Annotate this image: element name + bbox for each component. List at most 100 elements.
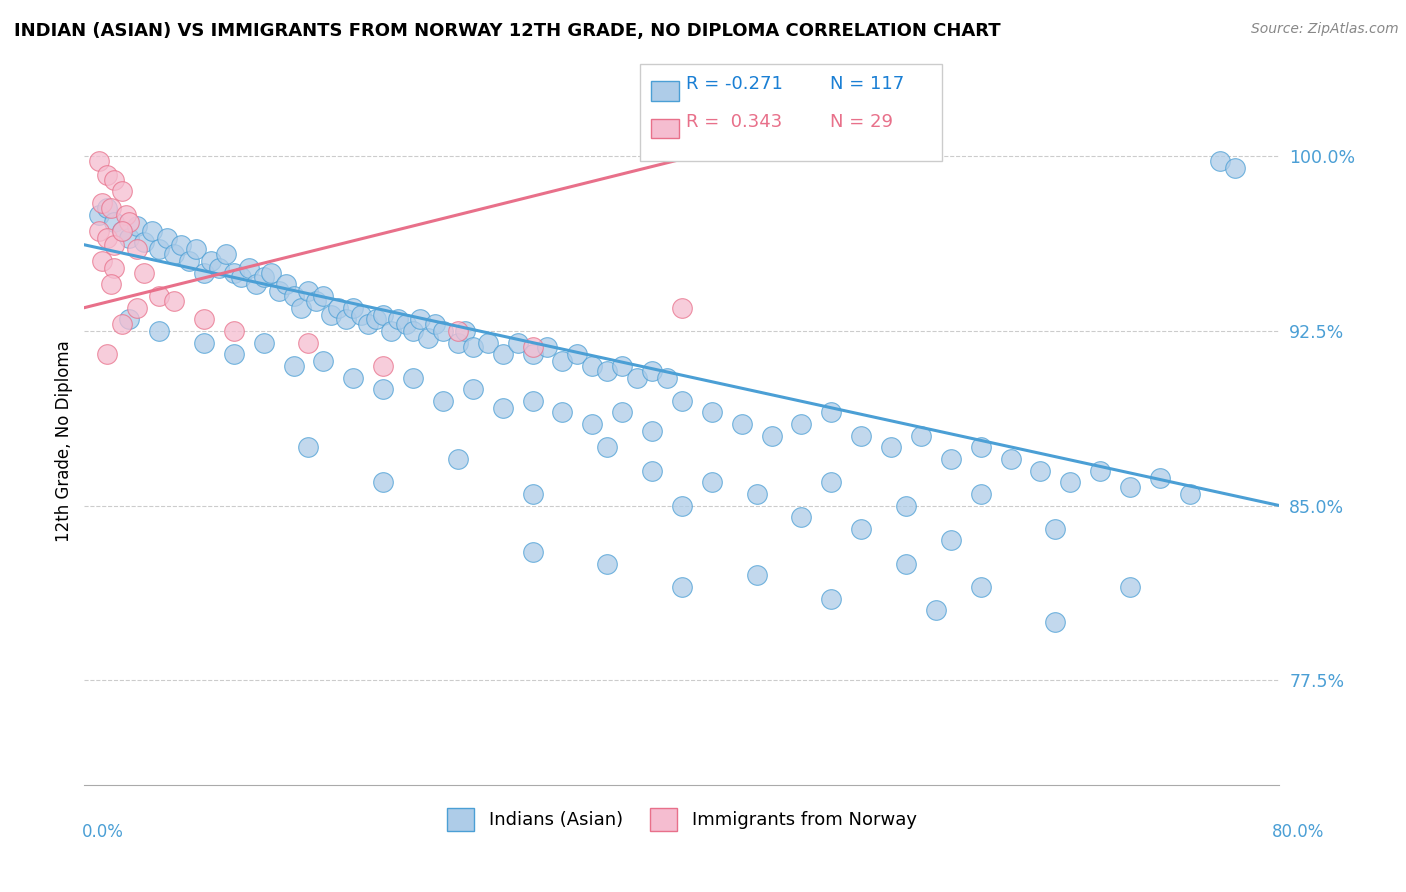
Point xyxy=(745,487,768,501)
Point xyxy=(1119,580,1142,594)
Point xyxy=(522,393,544,408)
Point xyxy=(641,464,664,478)
Point xyxy=(222,347,245,361)
Point xyxy=(1059,475,1081,490)
Point xyxy=(970,580,993,594)
Point xyxy=(731,417,754,431)
Point xyxy=(1000,452,1022,467)
Point xyxy=(267,285,290,299)
Point xyxy=(141,224,163,238)
Point xyxy=(96,168,118,182)
Point xyxy=(253,270,276,285)
Point xyxy=(939,533,962,548)
Point xyxy=(132,266,156,280)
Point xyxy=(125,219,148,234)
Point xyxy=(200,254,222,268)
Point xyxy=(238,261,260,276)
Point xyxy=(700,475,723,490)
Point xyxy=(581,417,603,431)
Point xyxy=(96,231,118,245)
Point xyxy=(297,285,319,299)
Point xyxy=(820,475,842,490)
Point xyxy=(925,603,948,617)
Point xyxy=(100,277,122,292)
Point xyxy=(335,312,357,326)
Point xyxy=(373,308,395,322)
Point xyxy=(761,428,783,442)
Point xyxy=(193,266,215,280)
Point xyxy=(215,247,238,261)
Point xyxy=(596,363,619,377)
Point xyxy=(671,580,693,594)
Point xyxy=(551,405,574,419)
Point xyxy=(1223,161,1246,175)
Point xyxy=(305,293,328,308)
Point xyxy=(193,335,215,350)
Point xyxy=(373,475,395,490)
Point xyxy=(342,370,364,384)
Point xyxy=(745,568,768,582)
Point xyxy=(671,499,693,513)
Text: INDIAN (ASIAN) VS IMMIGRANTS FROM NORWAY 12TH GRADE, NO DIPLOMA CORRELATION CHAR: INDIAN (ASIAN) VS IMMIGRANTS FROM NORWAY… xyxy=(14,22,1001,40)
Point xyxy=(522,340,544,354)
Point xyxy=(111,184,134,198)
Point xyxy=(477,335,499,350)
Text: 0.0%: 0.0% xyxy=(82,822,124,840)
Point xyxy=(655,370,678,384)
Point xyxy=(364,312,387,326)
Point xyxy=(163,247,186,261)
Point xyxy=(416,331,439,345)
Point xyxy=(409,312,432,326)
Point xyxy=(148,289,170,303)
Point xyxy=(290,301,312,315)
Point xyxy=(103,172,125,186)
Point xyxy=(177,254,200,268)
Point xyxy=(125,301,148,315)
Point xyxy=(970,441,993,455)
Point xyxy=(880,441,903,455)
Point xyxy=(350,308,373,322)
Point xyxy=(432,393,454,408)
Point xyxy=(820,591,842,606)
Point xyxy=(148,243,170,257)
Point xyxy=(851,428,873,442)
Point xyxy=(231,270,253,285)
Text: N = 117: N = 117 xyxy=(830,75,904,93)
Point xyxy=(461,340,484,354)
Y-axis label: 12th Grade, No Diploma: 12th Grade, No Diploma xyxy=(55,341,73,542)
Point xyxy=(970,487,993,501)
Point xyxy=(89,208,111,222)
Point xyxy=(425,317,447,331)
Point xyxy=(402,324,425,338)
Point xyxy=(641,363,664,377)
Point xyxy=(103,214,125,228)
Point xyxy=(373,359,395,373)
Point xyxy=(96,347,118,361)
Point xyxy=(939,452,962,467)
Point xyxy=(170,237,193,252)
Text: N = 29: N = 29 xyxy=(830,112,893,130)
Point xyxy=(260,266,283,280)
Point xyxy=(567,347,589,361)
Point xyxy=(91,195,114,210)
Point xyxy=(1029,464,1052,478)
Point xyxy=(461,382,484,396)
Point xyxy=(283,289,305,303)
Point xyxy=(283,359,305,373)
Point xyxy=(342,301,364,315)
Point xyxy=(208,261,231,276)
Point xyxy=(373,382,395,396)
Point xyxy=(596,557,619,571)
Point xyxy=(245,277,267,292)
Point xyxy=(671,393,693,408)
Text: R = -0.271: R = -0.271 xyxy=(686,75,783,93)
Point xyxy=(222,324,245,338)
Point xyxy=(155,231,177,245)
Point xyxy=(297,335,319,350)
Point xyxy=(357,317,380,331)
Point xyxy=(522,545,544,559)
Point xyxy=(312,289,335,303)
Point xyxy=(1209,153,1232,168)
Point xyxy=(1149,470,1171,484)
Point xyxy=(103,237,125,252)
